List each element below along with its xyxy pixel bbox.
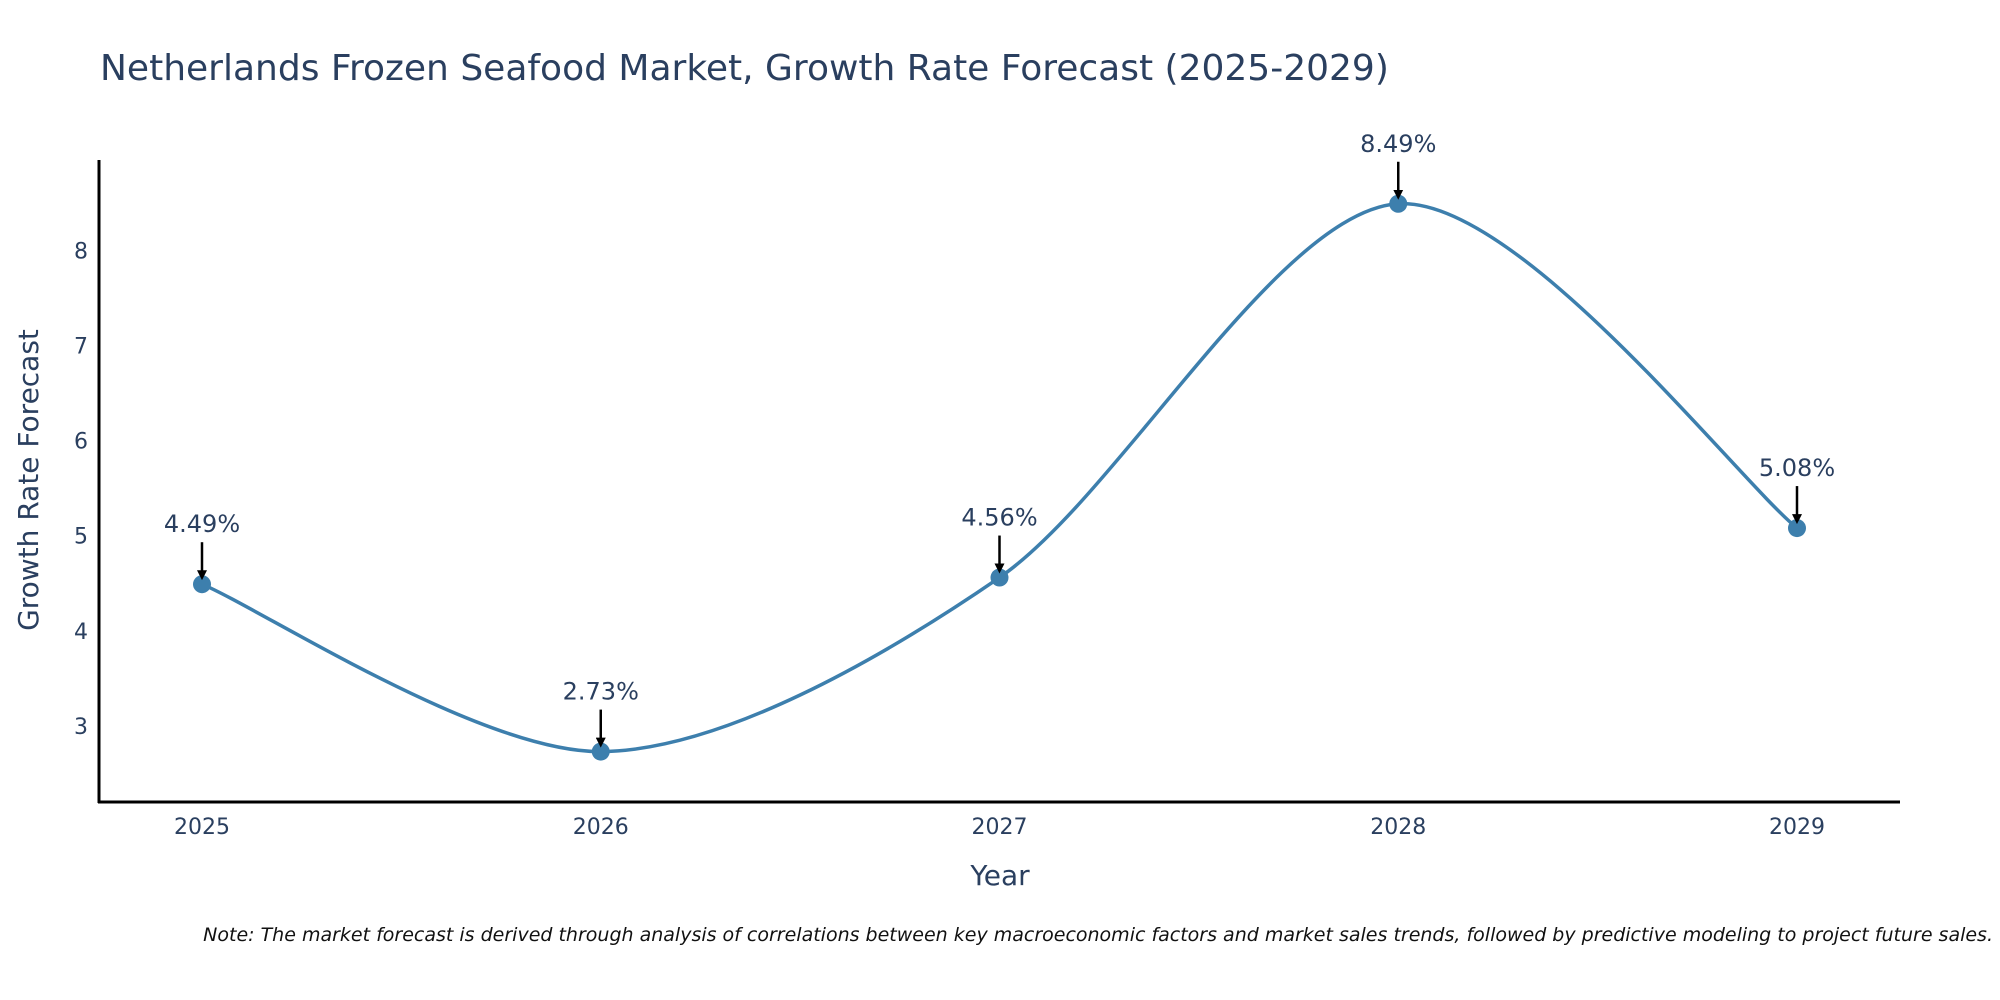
data-label-2028: 8.49% [1360,130,1436,158]
x-tick-label: 2026 [573,815,629,840]
data-label-2029: 5.08% [1759,454,1835,482]
x-ticks: 2025 2026 2027 2028 2029 [174,815,1825,840]
data-label-2027: 4.56% [961,504,1037,532]
y-tick-label: 8 [74,239,88,264]
annotations: 4.49% 2.73% 4.56% 8.49% 5.08% [164,130,1835,748]
data-point-2027 [990,568,1009,587]
x-tick-label: 2027 [972,815,1028,840]
data-point-2025 [193,575,211,594]
chart-title: Netherlands Frozen Seafood Market, Growt… [100,48,1389,89]
markers [193,194,1806,761]
y-axis-title: Growth Rate Forecast [12,329,45,631]
y-tick-label: 3 [74,715,88,740]
x-tick-label: 2028 [1370,815,1426,840]
x-tick-label: 2025 [174,815,230,840]
y-tick-label: 7 [74,334,88,359]
data-point-2029 [1788,519,1806,538]
data-label-2026: 2.73% [563,678,639,706]
y-tick-label: 4 [74,620,88,645]
series-line [201,201,1799,754]
y-tick-label: 6 [74,430,88,455]
footnote: Note: The market forecast is derived thr… [203,924,1993,946]
data-label-2025: 4.49% [164,510,240,538]
axes [97,160,1900,804]
data-point-2026 [591,742,610,761]
x-axis-title: Year [969,859,1030,892]
y-tick-label: 5 [74,525,88,550]
data-point-2028 [1389,194,1408,213]
x-tick-label: 2029 [1769,815,1825,840]
y-ticks: 3 4 5 6 7 8 [74,239,88,740]
